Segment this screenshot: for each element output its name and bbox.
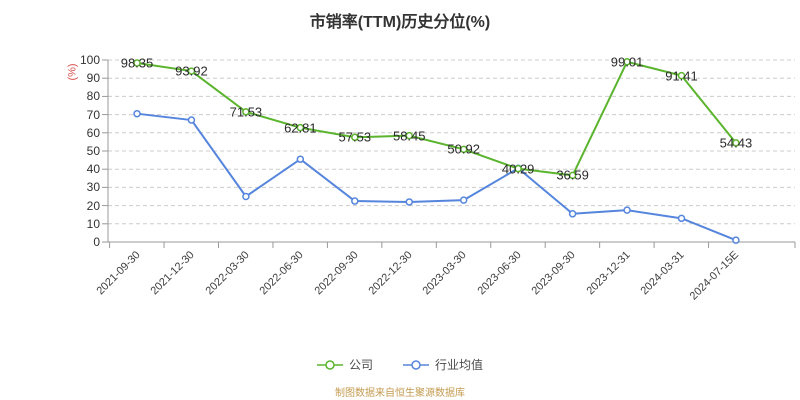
company-data-point-marker <box>677 71 686 80</box>
company-data-point-marker <box>133 59 141 67</box>
y-axis-tick-label: 10 <box>86 216 100 231</box>
data-label: 54.43 <box>719 135 753 151</box>
industry-average-data-point-marker <box>133 109 141 118</box>
company-data-point-marker <box>568 171 577 180</box>
legend-label: 公司 <box>348 358 373 372</box>
data-label: 50.92 <box>447 141 480 157</box>
legend-item-company[interactable]: 公司 <box>316 356 373 373</box>
y-axis-tick-label: 90 <box>86 71 100 86</box>
y-axis-tick-label: 20 <box>86 198 100 213</box>
y-axis-tick-label: 40 <box>86 162 100 177</box>
company-data-point-marker <box>405 131 413 140</box>
y-axis-tick-label: 80 <box>86 89 100 104</box>
industry-average-series-line <box>136 112 737 242</box>
industry-average-data-point-marker <box>296 155 305 163</box>
chart-footer: 制图数据来自恒生聚源数据库 <box>335 388 465 399</box>
industry-average-data-point-marker <box>405 198 413 206</box>
company-data-point-marker <box>187 67 196 75</box>
industry-average-data-point-marker <box>242 192 250 201</box>
data-label: 93.92 <box>175 63 208 79</box>
y-axis-tick-label: 50 <box>86 144 100 158</box>
data-label: 57.53 <box>338 129 372 145</box>
legend-line-circle-icon <box>316 359 343 370</box>
y-axis-tick-label: 30 <box>86 180 100 195</box>
chart-title: 市销率(TTM)历史分位(%) <box>309 14 491 31</box>
legend-label: 行业均值 <box>435 358 484 372</box>
data-label: 99.01 <box>610 54 644 70</box>
data-label: 62.81 <box>284 120 317 136</box>
company-data-point-marker <box>296 123 305 132</box>
y-axis-tick-label: 0 <box>93 235 100 249</box>
industry-average-data-point-marker <box>187 116 196 124</box>
company-data-point-marker <box>732 139 740 147</box>
company-data-point-marker <box>623 58 631 66</box>
data-label: 36.59 <box>556 167 589 183</box>
industry-average-data-point-marker <box>351 197 359 205</box>
legend-item-industry-average[interactable]: 行业均值 <box>403 356 483 373</box>
data-label: 58.45 <box>392 128 426 144</box>
industry-average-data-point-marker <box>459 196 468 204</box>
data-label: 98.35 <box>120 55 154 71</box>
industry-average-data-point-marker <box>568 210 577 218</box>
company-data-point-marker <box>514 164 522 173</box>
legend: 公司 行业均值 <box>0 356 800 373</box>
industry-average-data-point-marker <box>623 206 631 214</box>
industry-average-data-point-marker <box>732 236 740 244</box>
y-axis-tick-label: 70 <box>86 107 100 122</box>
company-data-point-marker <box>459 145 468 154</box>
data-label: 71.53 <box>229 104 263 120</box>
data-label: 91.41 <box>665 68 698 84</box>
company-data-point-marker <box>351 133 359 142</box>
y-axis-tick-label: 60 <box>86 125 100 140</box>
company-series-line <box>136 60 737 177</box>
industry-average-data-point-marker <box>677 214 686 223</box>
company-data-point-marker <box>242 108 250 116</box>
data-label: 40.29 <box>501 161 535 177</box>
legend-line-circle-icon <box>403 359 429 370</box>
y-axis-tick-label: 100 <box>79 53 100 67</box>
